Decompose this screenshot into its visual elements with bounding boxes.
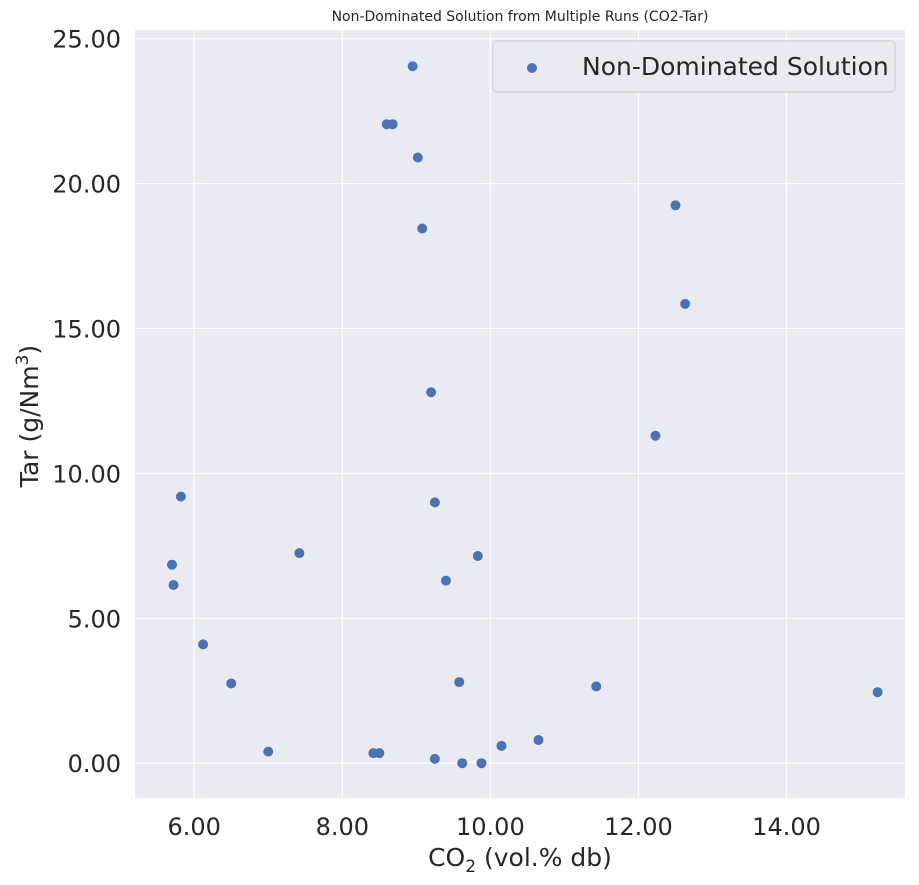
y-tick-label: 25.00 [52, 26, 121, 54]
x-axis-label: CO2 (vol.% db) [428, 843, 612, 877]
y-tick-label: 0.00 [68, 750, 121, 778]
data-point [650, 430, 661, 441]
data-point [591, 681, 602, 692]
x-tick-label: 6.00 [168, 813, 221, 841]
y-axis-label-rest: ) [15, 345, 44, 355]
data-point [387, 119, 398, 130]
data-point [429, 753, 440, 764]
y-tick-label: 10.00 [52, 460, 121, 488]
y-tick-label: 5.00 [68, 605, 121, 633]
x-axis-label-rest: (vol.% db) [476, 843, 612, 872]
data-point [533, 735, 544, 746]
legend-box [492, 40, 896, 93]
data-point [294, 548, 305, 559]
legend: Non-Dominated Solution [492, 40, 896, 93]
x-axis-label-subscript: 2 [465, 857, 476, 877]
y-gridlines [135, 38, 905, 764]
x-tick-label: 10.00 [456, 813, 525, 841]
data-point [374, 748, 385, 759]
y-tick-label: 20.00 [52, 171, 121, 199]
y-axis-label: Tar (g/Nm3) [13, 345, 44, 488]
data-point [476, 758, 487, 769]
x-tick-label: 12.00 [604, 813, 673, 841]
legend-label: Non-Dominated Solution [582, 52, 889, 81]
data-points [167, 61, 883, 769]
data-point [168, 579, 179, 590]
x-axis-label-main: CO [428, 843, 465, 872]
y-axis-label-superscript: 3 [13, 355, 33, 366]
data-point [440, 575, 451, 586]
data-point [454, 677, 465, 688]
data-point [417, 223, 428, 234]
data-point [407, 61, 418, 72]
data-point [198, 639, 209, 650]
data-point [412, 152, 423, 163]
data-point [670, 200, 681, 211]
data-point [457, 758, 468, 769]
data-point [429, 497, 440, 508]
data-point [872, 687, 883, 698]
data-point [167, 559, 178, 570]
plot-background [135, 30, 905, 798]
data-point [680, 298, 691, 309]
x-tick-labels: 6.00 8.00 10.00 12.00 14.00 [168, 813, 821, 841]
data-point [472, 551, 483, 562]
chart-title: Non-Dominated Solution from Multiple Run… [332, 9, 709, 25]
x-tick-label: 14.00 [752, 813, 821, 841]
data-point [226, 678, 237, 689]
data-point [175, 491, 186, 502]
y-tick-label: 15.00 [52, 316, 121, 344]
x-gridlines [193, 30, 788, 798]
data-point [426, 387, 437, 398]
legend-marker [527, 63, 537, 73]
data-point [496, 740, 507, 751]
x-tick-label: 8.00 [316, 813, 369, 841]
data-point [263, 746, 274, 757]
y-tick-labels: 0.00 5.00 10.00 15.00 20.00 25.00 [52, 26, 121, 779]
y-axis-label-main: Tar (g/Nm [15, 365, 44, 488]
